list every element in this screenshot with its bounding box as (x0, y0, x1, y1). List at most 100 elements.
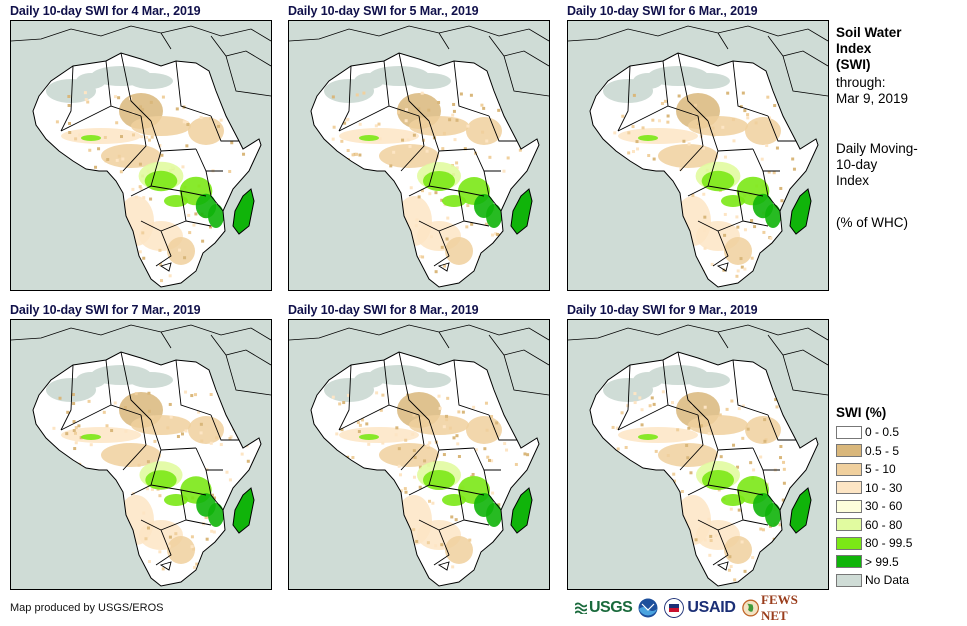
speckle (354, 152, 358, 156)
speckle (652, 157, 656, 161)
speckle (497, 108, 501, 112)
speckle (440, 543, 444, 547)
legend-swatch (836, 444, 862, 458)
speckle (74, 137, 78, 141)
speckle (782, 467, 786, 471)
speckle (633, 401, 637, 405)
speckle (343, 121, 347, 125)
speckle (184, 429, 188, 433)
speckle (457, 455, 461, 459)
speckle (763, 439, 767, 443)
country-border (767, 115, 796, 142)
wet-area (208, 204, 224, 228)
legend-item: > 99.5 (836, 553, 961, 572)
usgs-text: USGS (589, 599, 633, 616)
speckle (470, 222, 474, 226)
dry-area (724, 536, 752, 564)
speckle (423, 459, 427, 463)
speckle (417, 195, 421, 199)
fews-globe-icon (741, 599, 759, 617)
country-border (617, 65, 631, 132)
speckle (240, 452, 244, 456)
speckle (452, 102, 456, 106)
speckle (230, 141, 234, 145)
country-border (338, 404, 390, 431)
speckle (131, 133, 135, 137)
speckle (782, 481, 786, 485)
nodata-patch (633, 73, 663, 89)
speckle (342, 401, 346, 405)
speckle (741, 404, 745, 408)
speckle (147, 409, 151, 413)
speckle (448, 426, 452, 430)
speckle (773, 104, 777, 108)
speckle (74, 426, 78, 430)
speckle (731, 118, 735, 122)
speckle (117, 96, 121, 100)
speckle (712, 133, 716, 137)
speckle (765, 144, 769, 148)
dry-area (379, 144, 439, 168)
speckle (732, 443, 736, 447)
country-border (762, 469, 781, 511)
speckle (482, 106, 486, 110)
speckle (651, 118, 655, 122)
speckle (753, 225, 757, 229)
speckle (762, 230, 766, 234)
speckle (685, 444, 689, 448)
speckle (491, 491, 495, 495)
country-border (205, 469, 224, 511)
speckle (729, 507, 733, 511)
speckle (331, 137, 335, 141)
speckle (672, 472, 676, 476)
speckle (374, 124, 378, 128)
speckle (474, 448, 478, 452)
speckle (358, 423, 362, 427)
speckle (746, 116, 750, 120)
speckle (453, 138, 457, 142)
africa-map-svg (289, 21, 549, 290)
speckle (666, 114, 670, 118)
legend-label: > 99.5 (865, 554, 899, 569)
speckle (377, 122, 381, 126)
wet-area (208, 503, 224, 527)
speckle (55, 120, 59, 124)
speckle (144, 537, 148, 541)
speckle (351, 456, 355, 460)
madagascar-wet (790, 189, 811, 234)
speckle (355, 93, 359, 97)
panel-title: Daily 10-day SWI for 5 Mar., 2019 (288, 4, 479, 18)
country-border (453, 60, 490, 117)
speckle (205, 537, 209, 541)
speckle (174, 532, 178, 536)
speckle (412, 413, 416, 417)
speckle (421, 120, 425, 124)
country-border (697, 519, 719, 531)
africa-map-svg (289, 320, 549, 589)
speckle (158, 248, 162, 252)
speckle (84, 98, 88, 102)
speckle (737, 407, 741, 411)
dry-area (167, 536, 195, 564)
speckle (791, 157, 795, 161)
through-date: Mar 9, 2019 (836, 91, 909, 106)
speckle (147, 391, 151, 395)
madagascar-coastline (510, 188, 533, 235)
speckle (514, 462, 518, 466)
speckle (631, 150, 635, 154)
speckle (451, 113, 455, 117)
nodata-patch (686, 372, 730, 388)
speckle (466, 204, 470, 208)
speckle (450, 515, 454, 519)
wet-area (765, 204, 781, 228)
speckle (68, 130, 72, 134)
usaid-text: USAID (687, 599, 736, 616)
country-border (60, 364, 74, 431)
speckle (175, 107, 179, 111)
speckle (113, 401, 117, 405)
speckle (195, 562, 199, 566)
swi-map (288, 319, 550, 590)
speckle (147, 560, 151, 564)
speckle (767, 116, 771, 120)
speckle (654, 449, 658, 453)
